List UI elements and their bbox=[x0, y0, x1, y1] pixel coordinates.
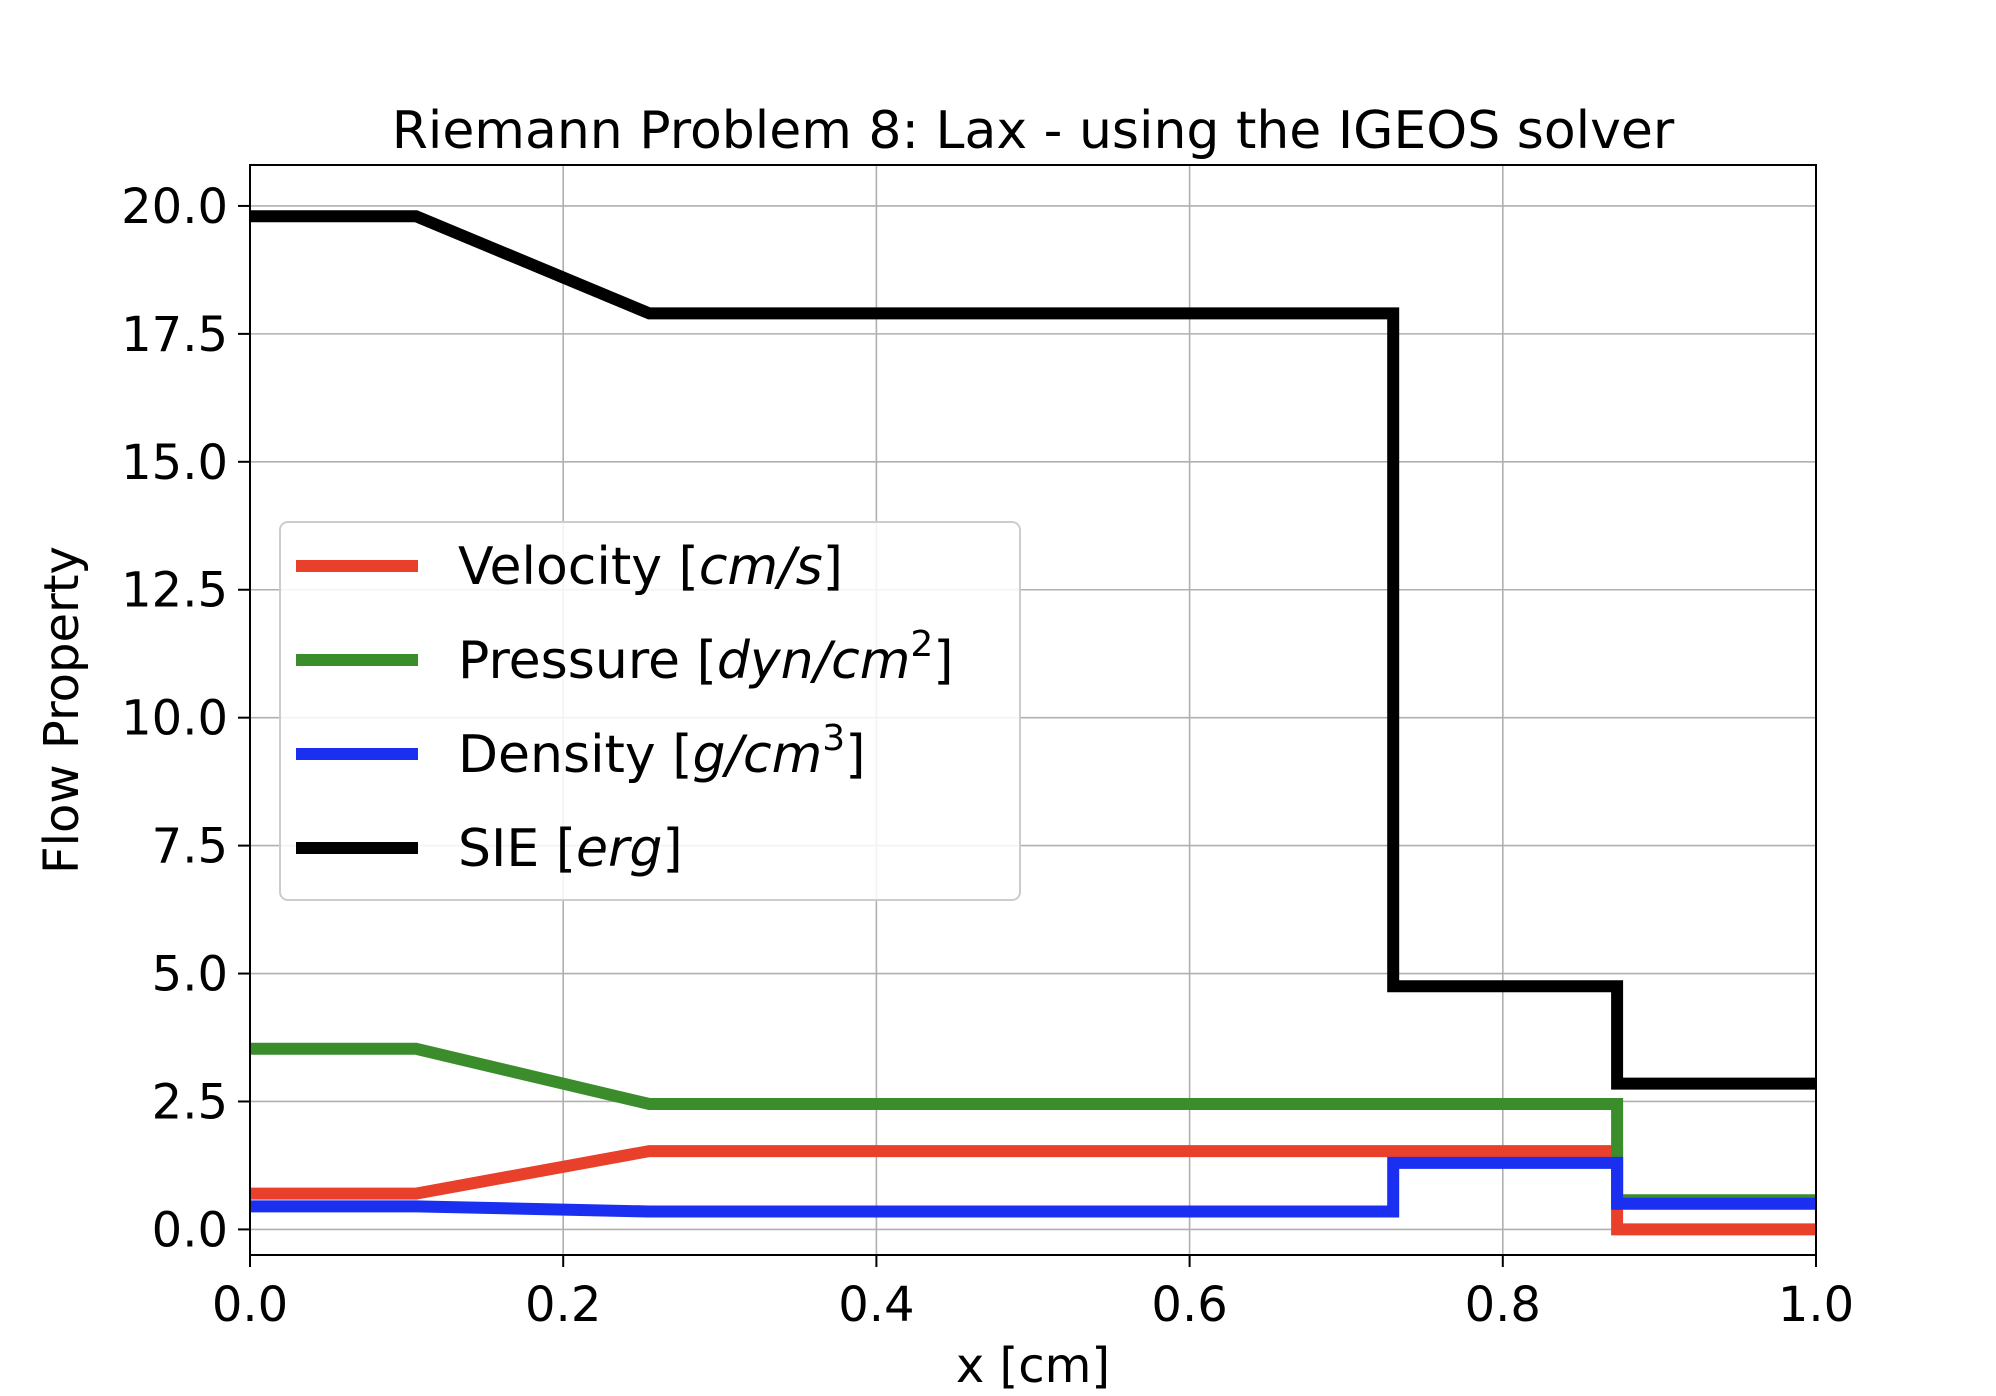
x-tick-label: 0.8 bbox=[1465, 1277, 1541, 1333]
series-line-sie bbox=[250, 210, 1816, 1090]
x-tick-label: 0.4 bbox=[838, 1277, 914, 1333]
y-tick-label: 7.5 bbox=[152, 819, 228, 875]
legend-box bbox=[279, 521, 1021, 901]
y-tick-label: 12.5 bbox=[121, 563, 228, 619]
y-tick-label: 17.5 bbox=[121, 307, 228, 363]
y-tick-label: 5.0 bbox=[152, 947, 228, 1003]
y-tick-label: 0.0 bbox=[152, 1202, 228, 1258]
x-tick-label: 0.2 bbox=[525, 1277, 601, 1333]
y-tick-label: 15.0 bbox=[121, 435, 228, 491]
legend-label-sie: SIE [erg] bbox=[458, 819, 683, 879]
legend: Velocity [cm/s] Pressure [dyn/cm2] Density… bbox=[279, 521, 1021, 901]
y-tick-label: 2.5 bbox=[152, 1074, 228, 1130]
series-line-density bbox=[250, 1156, 1816, 1218]
y-axis-label: Flow Property bbox=[34, 546, 90, 874]
legend-label-pressure: Pressure [dyn/cm2] bbox=[458, 624, 954, 691]
y-tick-label: 10.0 bbox=[121, 691, 228, 747]
plot-series bbox=[250, 210, 1816, 1236]
legend-label-density: Density [g/cm3] bbox=[458, 718, 866, 785]
x-tick-label: 0.6 bbox=[1151, 1277, 1227, 1333]
x-axis-label: x [cm] bbox=[956, 1338, 1110, 1394]
x-tick-label: 0.0 bbox=[212, 1277, 288, 1333]
x-tick-label: 1.0 bbox=[1778, 1277, 1854, 1333]
chart-title: Riemann Problem 8: Lax - using the IGEOS… bbox=[392, 101, 1675, 161]
x-axis-ticks: 0.0 0.2 0.4 0.6 0.8 1.0 bbox=[212, 1255, 1854, 1333]
y-axis-ticks: 0.0 2.5 5.0 7.5 10.0 12.5 15.0 17.5 20.0 bbox=[121, 179, 250, 1258]
legend-label-velocity: Velocity [cm/s] bbox=[458, 537, 843, 597]
plot-frame bbox=[249, 164, 1817, 1256]
series-line-velocity bbox=[250, 1145, 1816, 1236]
y-tick-label: 20.0 bbox=[121, 179, 228, 235]
